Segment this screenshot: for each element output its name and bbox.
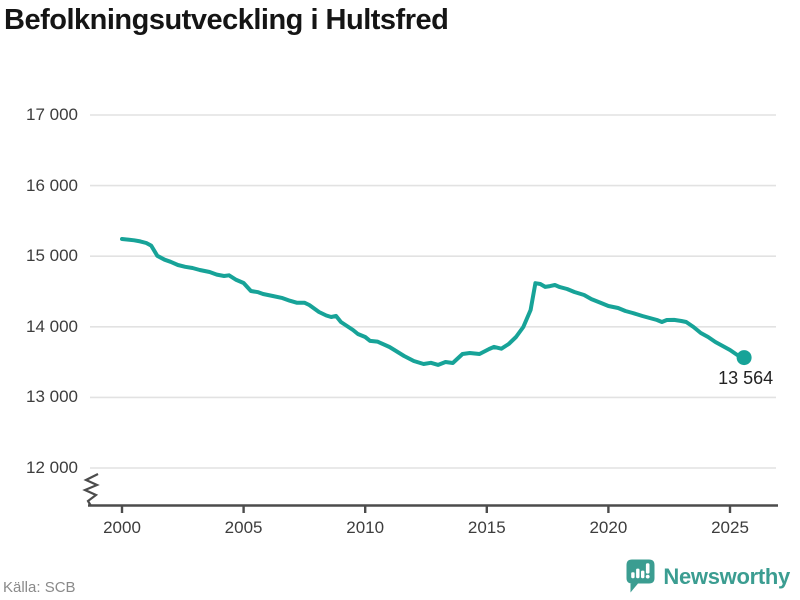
newsworthy-bubble-chart-icon (626, 559, 655, 593)
end-point-marker (736, 350, 752, 366)
population-line-series (120, 237, 752, 367)
x-tick-label: 2010 (346, 518, 385, 537)
y-tick-label: 16 000 (26, 175, 78, 195)
y-tick-label: 17 000 (26, 105, 78, 124)
x-tick-label: 2005 (224, 518, 263, 537)
chart-title: Befolkningsutveckling i Hultsfred (4, 4, 449, 36)
x-tick-label: 2020 (589, 518, 628, 537)
x-axis (82, 473, 778, 513)
x-tick-label: 2015 (467, 518, 506, 537)
source-note: Källa: SCB (3, 579, 76, 596)
y-axis-break-icon (82, 473, 100, 507)
latest-value-label: 13 564 (718, 367, 774, 388)
gridlines (90, 114, 776, 469)
newsworthy-logo[interactable]: Newsworthy (623, 558, 790, 595)
x-tick-label: 2025 (711, 518, 749, 537)
y-tick-label: 12 000 (26, 458, 78, 477)
x-tick-label: 2000 (103, 518, 141, 537)
newsworthy-wordmark: Newsworthy (663, 563, 790, 589)
y-tick-label: 15 000 (26, 246, 78, 266)
y-tick-label: 14 000 (26, 316, 78, 336)
population-line (120, 237, 747, 367)
y-tick-label: 13 000 (26, 387, 78, 407)
